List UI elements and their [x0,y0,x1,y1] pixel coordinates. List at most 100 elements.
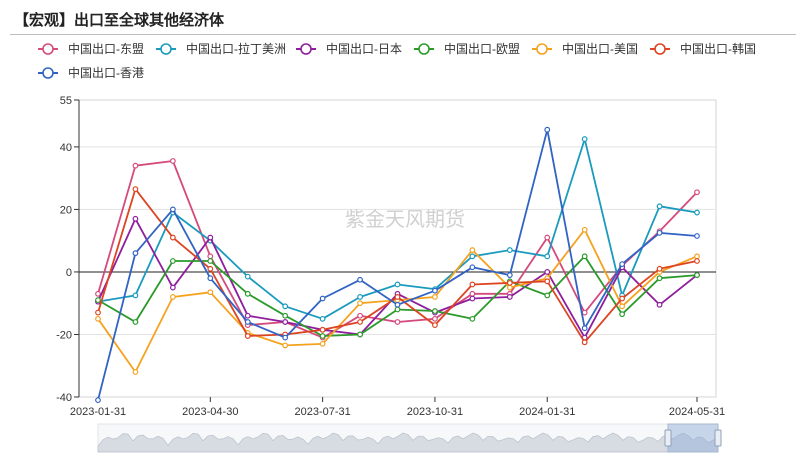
data-point[interactable] [581,339,588,346]
data-point[interactable] [244,312,251,319]
data-point[interactable] [132,162,139,169]
data-point[interactable] [244,333,251,339]
data-point[interactable] [207,234,214,241]
data-point[interactable] [619,311,626,318]
data-point[interactable] [694,253,700,260]
legend-item[interactable]: 中国出口-拉丁美洲 [156,41,286,56]
data-point[interactable] [169,294,176,300]
data-zoom-handle[interactable] [664,429,672,447]
data-point[interactable] [432,308,438,314]
data-point[interactable] [319,315,326,322]
data-point[interactable] [357,312,363,319]
data-point[interactable] [619,261,626,268]
legend-item[interactable]: 中国出口-东盟 [38,41,144,56]
data-point[interactable] [469,247,476,253]
data-point[interactable] [282,312,289,319]
data-point[interactable] [132,215,139,222]
data-point[interactable] [581,253,588,260]
data-point[interactable] [394,294,401,300]
data-point[interactable] [619,295,626,302]
data-point[interactable] [694,189,700,196]
data-point[interactable] [506,279,513,286]
data-point[interactable] [656,301,663,308]
data-point[interactable] [357,300,363,307]
data-point[interactable] [357,319,363,325]
data-point[interactable] [319,295,326,302]
data-point[interactable] [95,297,101,303]
data-point[interactable] [357,294,363,300]
data-point[interactable] [469,281,476,288]
data-point[interactable] [207,258,214,264]
data-zoom-window[interactable] [667,423,719,453]
data-point[interactable] [694,258,700,264]
data-point[interactable] [207,265,214,272]
data-point[interactable] [656,229,663,236]
data-point[interactable] [319,326,326,333]
legend-item[interactable]: 中国出口-香港 [38,65,144,80]
data-point[interactable] [544,292,551,299]
data-point[interactable] [432,294,438,300]
data-point[interactable] [282,303,289,310]
data-point[interactable] [394,301,401,308]
data-point[interactable] [544,278,551,285]
data-point[interactable] [319,333,326,339]
data-point[interactable] [432,287,438,294]
data-point[interactable] [469,315,476,322]
data-point[interactable] [656,275,663,282]
data-point[interactable] [469,264,476,271]
legend-item[interactable]: 中国出口-韩国 [650,41,756,56]
data-point[interactable] [469,253,476,260]
data-point[interactable] [394,306,401,313]
data-point[interactable] [394,281,401,288]
data-point[interactable] [506,247,513,253]
data-point[interactable] [694,272,700,278]
data-point[interactable] [95,315,101,322]
data-point[interactable] [207,289,214,296]
data-point[interactable] [544,269,551,275]
data-point[interactable] [132,319,139,325]
data-point[interactable] [244,273,251,280]
data-point[interactable] [95,290,101,297]
data-point[interactable] [694,233,700,239]
data-point[interactable] [544,126,551,133]
data-point[interactable] [581,309,588,316]
data-point[interactable] [169,234,176,241]
data-point[interactable] [207,275,214,282]
data-point[interactable] [544,253,551,260]
data-point[interactable] [169,284,176,291]
data-zoom-handle[interactable] [714,429,722,447]
data-point[interactable] [357,331,363,338]
data-point[interactable] [656,203,663,210]
data-point[interactable] [394,319,401,325]
data-point[interactable] [357,276,363,283]
data-zoom-slider[interactable] [97,423,722,453]
data-point[interactable] [282,342,289,349]
data-point[interactable] [319,340,326,347]
data-point[interactable] [244,319,251,325]
legend-item[interactable]: 中国出口-日本 [296,41,402,56]
data-point[interactable] [132,250,139,257]
data-point[interactable] [506,284,513,291]
data-point[interactable] [282,319,289,325]
legend-item[interactable]: 中国出口-欧盟 [414,41,520,56]
data-point[interactable] [207,253,214,260]
data-point[interactable] [469,295,476,302]
data-point[interactable] [619,303,626,310]
data-point[interactable] [132,186,139,193]
data-point[interactable] [581,226,588,233]
data-point[interactable] [282,334,289,341]
data-point[interactable] [656,265,663,272]
data-point[interactable] [132,292,139,299]
data-point[interactable] [469,290,476,297]
data-point[interactable] [506,272,513,278]
data-point[interactable] [132,369,139,375]
data-point[interactable] [244,290,251,297]
data-point[interactable] [95,309,101,316]
data-point[interactable] [169,158,176,164]
data-point[interactable] [694,209,700,216]
data-point[interactable] [432,322,438,328]
data-point[interactable] [169,258,176,264]
legend-item[interactable]: 中国出口-美国 [532,41,638,56]
data-point[interactable] [169,206,176,213]
data-point[interactable] [432,315,438,322]
